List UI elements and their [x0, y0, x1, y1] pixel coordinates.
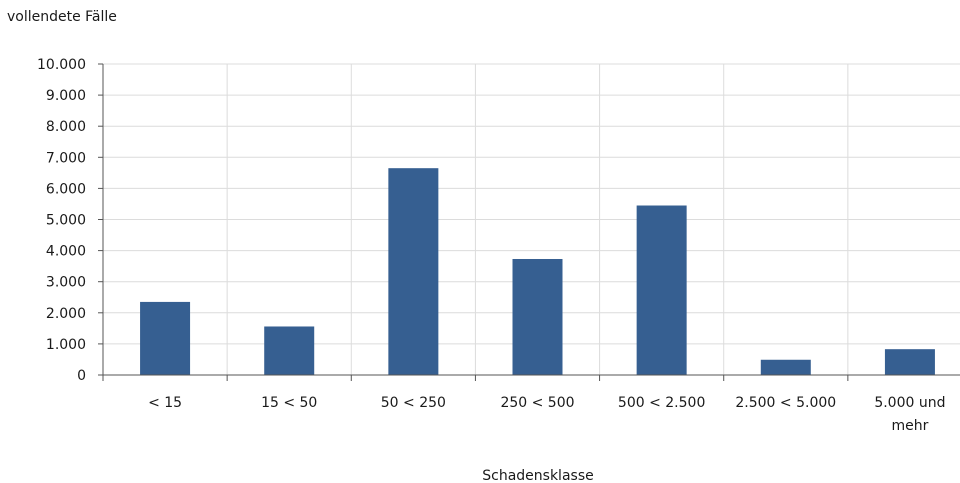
y-tick-label: 2.000: [46, 306, 86, 322]
y-tick-label: 9.000: [46, 88, 86, 104]
y-tick-labels: 0 1.000 2.000 3.000 4.000 5.000 6.000 7.000 8.00…: [37, 57, 86, 384]
x-axis-title: Schadensklasse: [482, 468, 593, 483]
y-tick-label: 8.000: [46, 119, 86, 135]
y-tick-label: 1.000: [46, 337, 86, 353]
x-tick-labels: < 15 15 < 50 50 < 250 250 < 500 500 < 2.500 2…: [148, 395, 945, 434]
x-tick-label: mehr: [891, 418, 928, 434]
y-tick-label: 7.000: [46, 150, 86, 166]
y-tick-label: 3.000: [46, 275, 86, 291]
x-tick-label: < 15: [148, 395, 182, 411]
bars: [140, 168, 935, 375]
bar: [760, 359, 811, 375]
y-tick-label: 6.000: [46, 181, 86, 197]
x-tick-label: 15 < 50: [261, 395, 317, 411]
x-tick-label: 50 < 250: [381, 395, 446, 411]
bar: [388, 168, 439, 375]
y-tick-label: 5.000: [46, 213, 86, 229]
y-axis-title: vollendete Fälle: [7, 9, 117, 25]
bar: [512, 258, 563, 375]
y-tick-label: 10.000: [37, 57, 86, 73]
bar: [140, 301, 191, 375]
x-tick-label: 5.000 und: [874, 395, 945, 411]
axes: [98, 63, 960, 381]
bar: [884, 349, 935, 375]
bar: [636, 205, 687, 375]
x-tick-label: 500 < 2.500: [618, 395, 705, 411]
x-tick-label: 250 < 500: [500, 395, 574, 411]
x-tick-label: 2.500 < 5.000: [735, 395, 836, 411]
y-tick-label: 0: [77, 368, 86, 384]
y-tick-label: 4.000: [46, 244, 86, 260]
bar: [264, 326, 315, 375]
gridlines: [103, 63, 960, 375]
